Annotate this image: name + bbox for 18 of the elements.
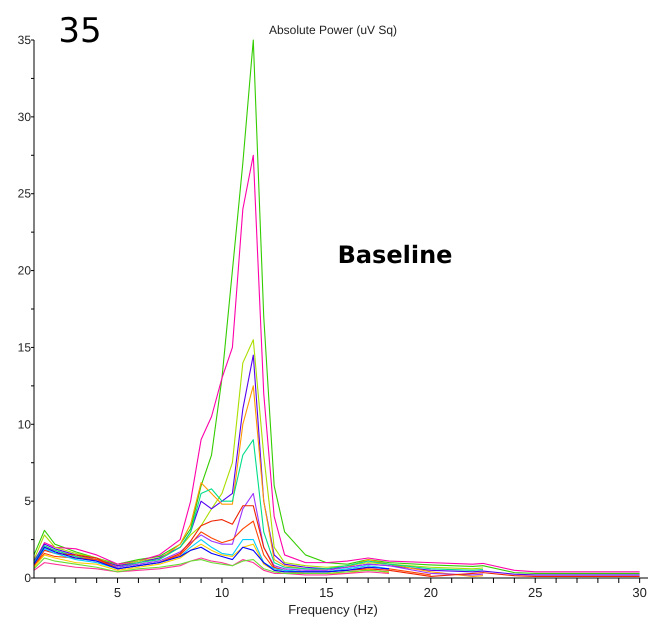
y-tick-label: 30 xyxy=(18,110,32,124)
annotation: 35 xyxy=(58,11,102,51)
x-axis-title: Frequency (Hz) xyxy=(288,602,378,617)
x-tick-label: 15 xyxy=(319,585,334,600)
x-tick-label: 30 xyxy=(632,585,647,600)
y-tick-label: 0 xyxy=(24,571,32,585)
y-tick-label: 5 xyxy=(24,494,32,508)
y-tick-label: 20 xyxy=(18,264,32,278)
annotation: Baseline xyxy=(338,241,452,269)
y-tick-label: 35 xyxy=(18,33,32,47)
x-tick-label: 5 xyxy=(114,585,122,600)
x-tick-label: 10 xyxy=(214,585,230,600)
y-tick-label: 15 xyxy=(18,340,32,354)
chart-title: Absolute Power (uV Sq) xyxy=(268,23,398,37)
x-tick-label: 20 xyxy=(424,585,438,600)
x-tick-label: 25 xyxy=(528,585,542,600)
y-tick-label: 10 xyxy=(18,417,32,432)
y-tick-label: 25 xyxy=(18,186,32,201)
